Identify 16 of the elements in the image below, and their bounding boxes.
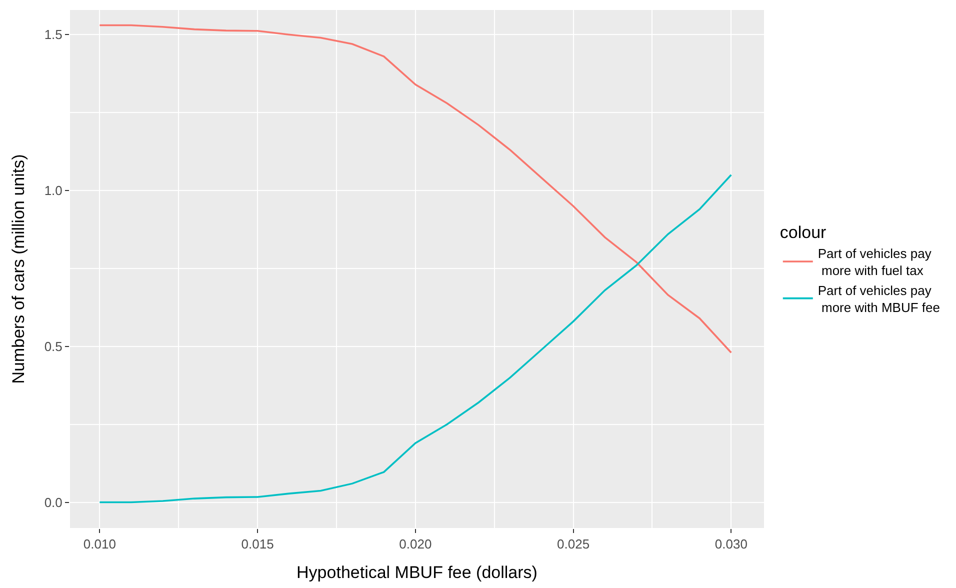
x-tick-label: 0.020 [399, 536, 432, 552]
legend-label: Part of vehicles pay more with MBUF fee [818, 282, 940, 315]
x-tick-label: 0.015 [241, 536, 274, 552]
x-tick-label: 0.025 [557, 536, 590, 552]
y-tick-label: 0.5 [44, 338, 62, 354]
x-axis-title: Hypothetical MBUF fee (dollars) [296, 563, 538, 582]
line-series [98, 174, 732, 504]
x-tick-label: 0.010 [83, 536, 116, 552]
legend-title: colour [780, 223, 827, 242]
line-series [98, 24, 732, 354]
y-axis-title: Numbers of cars (million units) [8, 154, 28, 384]
x-tick-label: 0.030 [714, 536, 748, 552]
y-tick-label: 1.5 [44, 27, 62, 42]
y-tick-label: 1.0 [44, 183, 62, 198]
y-tick-label: 0.0 [44, 494, 62, 510]
legend-label: Part of vehicles pay more with fuel tax [818, 246, 932, 278]
